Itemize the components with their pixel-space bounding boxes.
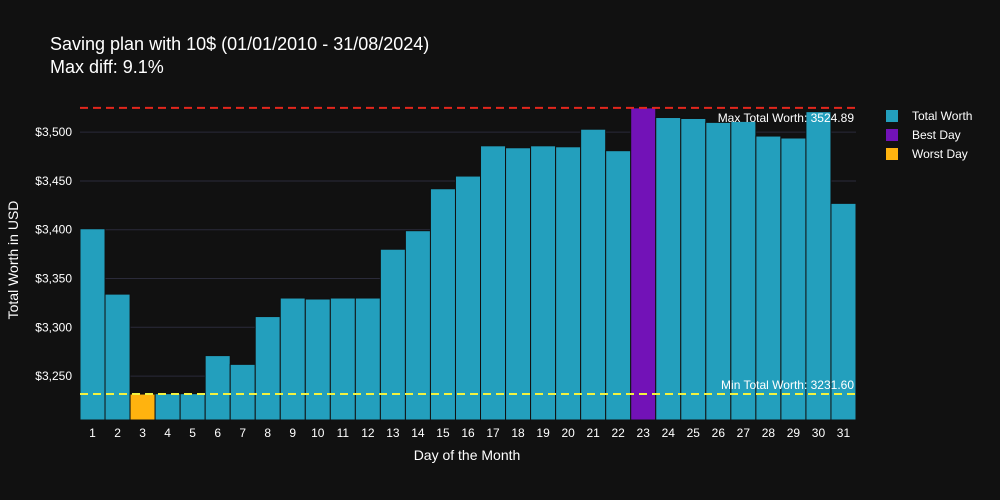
x-tick-label: 23 — [637, 426, 651, 440]
bar[interactable] — [555, 146, 582, 421]
x-tick-label: 18 — [511, 426, 525, 440]
x-tick-label: 20 — [561, 426, 575, 440]
x-tick-label: 5 — [189, 426, 196, 440]
bar[interactable] — [530, 145, 557, 421]
x-tick-label: 6 — [214, 426, 221, 440]
x-tick-label: 29 — [787, 426, 801, 440]
bar[interactable] — [254, 316, 281, 421]
legend-item-best-day[interactable]: Best Day — [886, 125, 972, 144]
y-axis-title: Total Worth in USD — [5, 201, 21, 320]
bar[interactable] — [680, 117, 707, 421]
x-tick-label: 22 — [612, 426, 626, 440]
reference-lines: Max Total Worth: 3524.89 Min Total Worth:… — [80, 106, 856, 396]
x-tick-label: 31 — [837, 426, 851, 440]
legend-swatch-total-worth — [886, 109, 898, 122]
bar[interactable] — [304, 298, 331, 421]
legend-swatch-worst-day — [886, 147, 898, 160]
x-tick-label: 2 — [114, 426, 121, 440]
x-tick-label: 7 — [239, 426, 246, 440]
bar[interactable] — [505, 147, 532, 421]
bars — [79, 107, 857, 421]
x-tick-label: 17 — [486, 426, 500, 440]
legend-item-worst-day[interactable]: Worst Day — [886, 144, 972, 163]
legend-label: Worst Day — [912, 146, 968, 161]
x-tick-label: 15 — [436, 426, 450, 440]
x-tick-label: 11 — [337, 426, 350, 440]
bar[interactable] — [329, 297, 356, 421]
legend-label: Total Worth — [912, 108, 973, 123]
y-tick-label: $3,500 — [35, 125, 72, 139]
max-annotation: Max Total Worth: 3524.89 — [718, 111, 855, 125]
x-tick-label: 26 — [712, 426, 726, 440]
min-annotation: Min Total Worth: 3231.60 — [721, 378, 854, 392]
x-tick-label: 3 — [139, 426, 146, 440]
bar[interactable] — [605, 150, 632, 421]
x-tick-label: 4 — [164, 426, 171, 440]
x-tick-label: 9 — [289, 426, 296, 440]
bar[interactable] — [204, 355, 231, 421]
bar[interactable] — [480, 145, 507, 421]
bar[interactable] — [830, 202, 857, 421]
legend-swatch-best-day — [886, 128, 898, 141]
x-tick-label: 24 — [662, 426, 676, 440]
bar[interactable] — [229, 363, 256, 421]
x-tick-label: 14 — [411, 426, 425, 440]
bar[interactable] — [404, 230, 431, 421]
bar[interactable] — [730, 120, 757, 421]
x-tick-label: 28 — [762, 426, 776, 440]
bar[interactable] — [429, 188, 456, 421]
x-tick-label: 1 — [89, 426, 96, 440]
x-tick-label: 8 — [264, 426, 271, 440]
x-tick-label: 16 — [461, 426, 475, 440]
x-axis-title: Day of the Month — [414, 447, 521, 463]
legend-item-total-worth[interactable]: Total Worth — [886, 106, 972, 125]
y-axis-ticks: $3,250 $3,300 $3,350 $3,400 $3,450 $3,500 — [35, 125, 72, 383]
y-tick-label: $3,450 — [35, 174, 72, 188]
y-tick-label: $3,300 — [35, 320, 72, 334]
chart-subtitle: Max diff: 9.1% — [50, 57, 164, 77]
x-tick-label: 21 — [586, 426, 600, 440]
y-tick-label: $3,400 — [35, 223, 72, 237]
bar[interactable] — [354, 297, 381, 421]
x-tick-label: 30 — [812, 426, 826, 440]
bar[interactable] — [379, 248, 406, 421]
y-tick-label: $3,250 — [35, 369, 72, 383]
x-tick-label: 10 — [311, 426, 325, 440]
chart-title: Saving plan with 10$ (01/01/2010 - 31/08… — [50, 34, 430, 54]
bar[interactable] — [154, 393, 181, 421]
bar[interactable] — [805, 111, 832, 421]
bar[interactable] — [755, 135, 782, 421]
bar[interactable] — [655, 117, 682, 421]
x-tick-label: 27 — [737, 426, 751, 440]
bar[interactable] — [580, 128, 607, 421]
legend: Total Worth Best Day Worst Day — [886, 106, 972, 163]
bar[interactable] — [104, 293, 131, 421]
x-tick-label: 12 — [361, 426, 375, 440]
x-tick-label: 25 — [687, 426, 701, 440]
bar-worst-day[interactable] — [129, 393, 156, 421]
x-tick-label: 13 — [386, 426, 400, 440]
bar[interactable] — [79, 228, 106, 421]
bar[interactable] — [705, 121, 732, 421]
bar[interactable] — [279, 297, 306, 421]
bar[interactable] — [454, 175, 482, 421]
bar[interactable] — [179, 393, 206, 421]
bar-best-day[interactable] — [630, 107, 657, 421]
y-tick-label: $3,350 — [35, 272, 72, 286]
x-tick-label: 19 — [536, 426, 550, 440]
legend-label: Best Day — [912, 127, 961, 142]
x-axis-ticks: 1 2 3 4 5 6 7 8 9 10 11 12 13 14 15 16 17 18 19 20 21 22 23 24 2… — [89, 426, 850, 440]
